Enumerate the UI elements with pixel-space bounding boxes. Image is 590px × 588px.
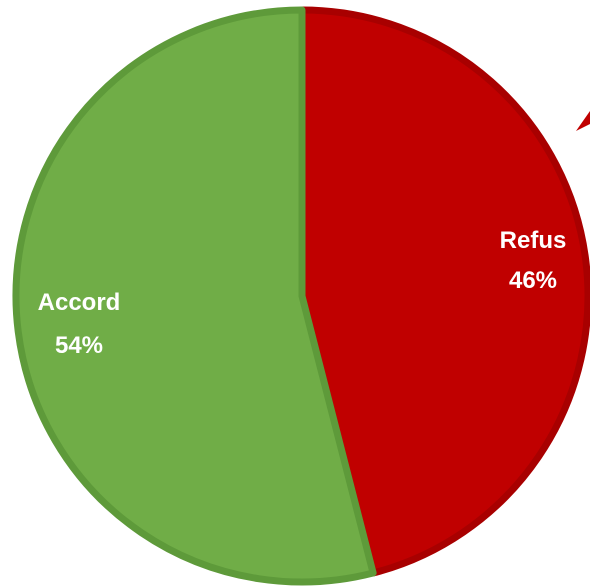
slice-label-accord: Accord bbox=[38, 289, 121, 316]
slice-label-refus: Refus bbox=[500, 227, 567, 254]
slice-value-accord: 54% bbox=[55, 332, 103, 359]
pie-slice-accord bbox=[12, 6, 377, 586]
accent-wedge-fragment bbox=[576, 111, 590, 131]
pie-slice-refus bbox=[298, 6, 590, 577]
pie-slices bbox=[12, 6, 590, 586]
pie-labels: Refus 46% Accord 54% bbox=[38, 227, 567, 359]
slice-value-refus: 46% bbox=[509, 267, 557, 294]
